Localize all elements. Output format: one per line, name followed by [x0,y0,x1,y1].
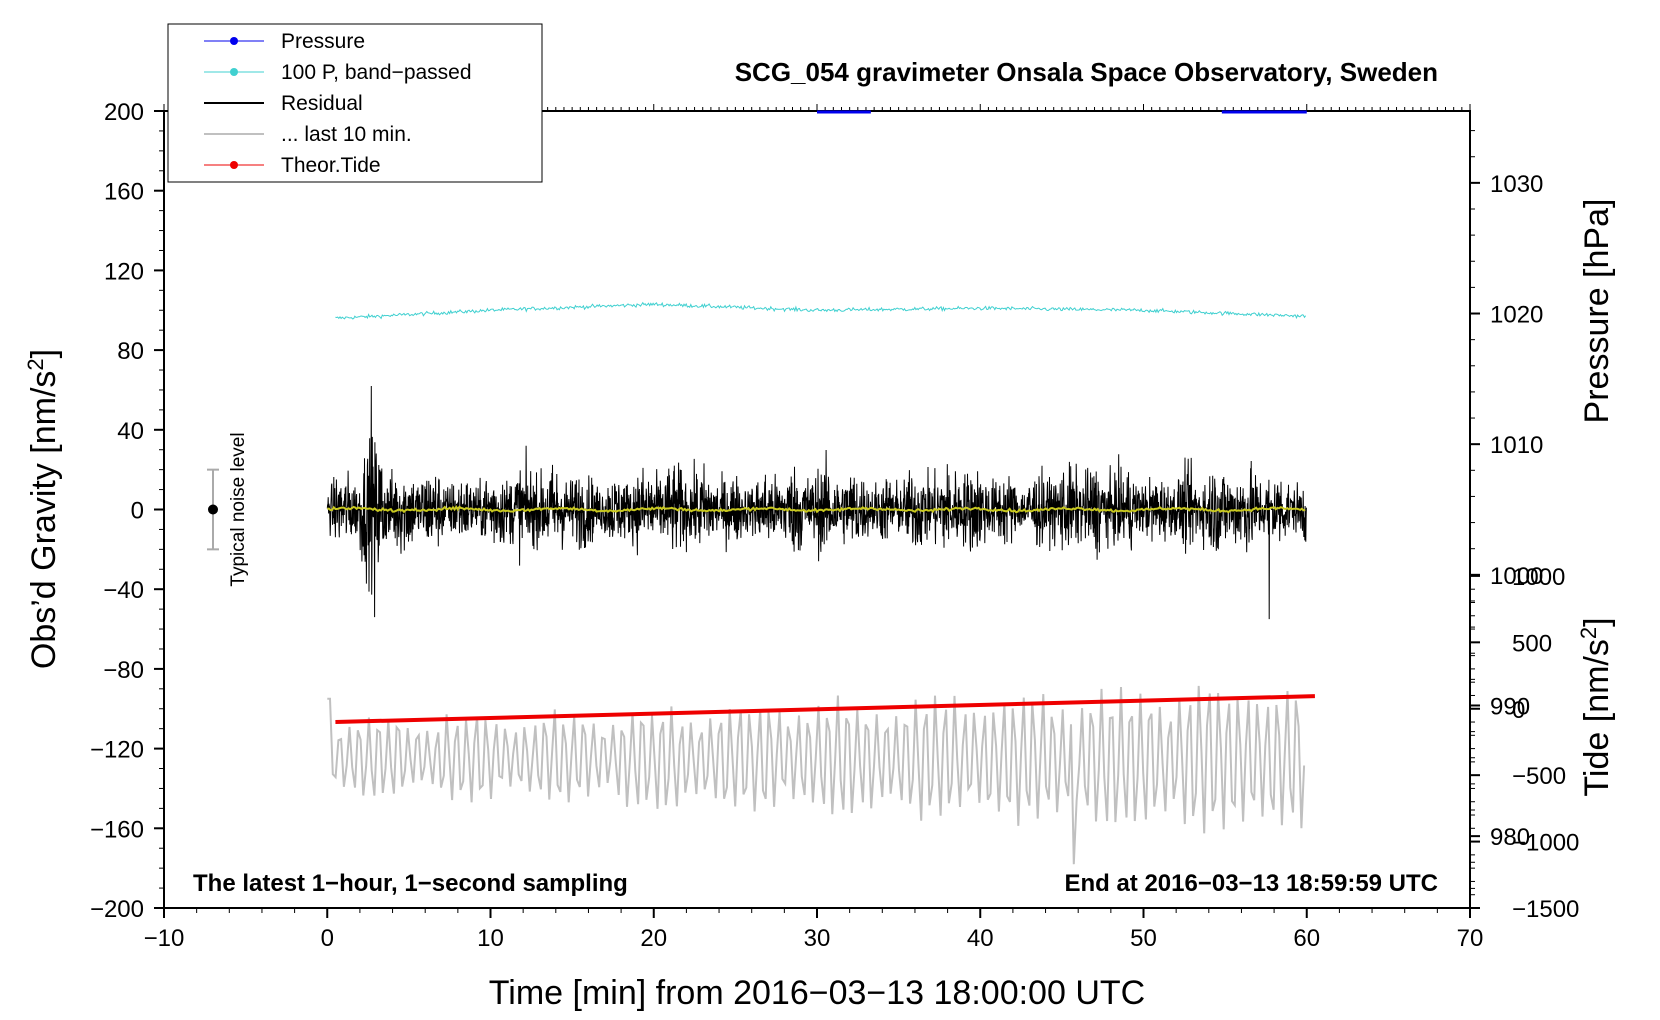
x-tick-label-8: 70 [1457,925,1484,952]
chart-title: SCG_054 gravimeter Onsala Space Observat… [735,57,1438,87]
series-layer [326,110,1315,865]
tide-tick-label-4: −1000 [1512,830,1579,857]
y-axis-label-tide-end: ] [1578,617,1616,626]
x-tick-label-7: 60 [1293,925,1320,952]
pressure-tick-label-2: 1010 [1490,432,1543,459]
y-axis-label-left-end: ] [25,349,63,358]
y-axis-label-tide: Tide [nm/s2] [1576,617,1616,796]
x-tick-label-0: −10 [144,925,185,952]
y-tick-label-10: −200 [90,896,144,923]
legend-marker-4 [230,161,238,169]
y-tick-label-1: 160 [104,179,144,206]
y-axis-label-left-text: Obs’d Gravity [nm/s [25,371,63,670]
legend-marker-0 [230,37,238,45]
y-axis-label-pressure: Pressure [hPa] [1578,199,1616,424]
y-axis-label-left: Obs’d Gravity [nm/s2] [23,349,63,669]
y-axis-label-tide-sup: 2 [1576,627,1601,639]
residual-smoothed-line [327,504,1306,514]
noise-level-dot [208,504,218,515]
y-tick-label-7: −80 [103,657,144,684]
y-tick-label-0: 200 [104,99,144,126]
y-tick-label-6: −40 [103,577,144,604]
y-axis-left: 200 160 120 80 40 0 −40 −80 −120 −160 −200 [90,99,164,923]
x-axis-label: Time [min] from 2016−03−13 18:00:00 UTC [489,974,1145,1012]
y-tick-label-5: 0 [131,498,144,525]
annotation-left: The latest 1−hour, 1−second sampling [193,870,628,897]
legend-label-3: ... last 10 min. [281,123,412,146]
legend: Pressure 100 P, band−passed Residual ... la… [167,23,543,183]
x-tick-label-3: 20 [640,925,667,952]
y-tick-label-3: 80 [117,338,144,365]
legend-label-1: 100 P, band−passed [281,61,472,84]
legend-label-2: Residual [281,92,363,115]
pressure-tick-label-0: 1030 [1490,171,1543,198]
x-tick-label-1: 0 [321,925,334,952]
annotation-right: End at 2016−03−13 18:59:59 UTC [1064,870,1438,897]
legend-marker-1 [230,68,238,76]
x-tick-label-2: 10 [477,925,504,952]
band-passed-pressure-line [335,301,1307,320]
y-tick-label-8: −120 [90,737,144,764]
theoretical-tide-line [335,694,1315,725]
y-tick-label-2: 120 [104,258,144,285]
pressure-tick-label-5: 980 [1490,824,1530,851]
y-axis-label-tide-text: Tide [nm/s [1578,639,1616,796]
residual-line [326,385,1307,620]
tide-tick-label-1: 500 [1512,630,1552,657]
y-axis-right-tide: 1000 500 0 −500 −1000 −1500 [1470,564,1579,923]
x-tick-label-6: 50 [1130,925,1157,952]
tide-tick-label-5: −1500 [1512,896,1579,923]
x-tick-label-5: 40 [967,925,994,952]
y-tick-label-4: 40 [117,418,144,445]
noise-level-indicator: Typical noise level [207,432,249,587]
y-axis-label-left-sup: 2 [23,358,48,370]
x-axis: −10 0 10 20 30 40 50 60 70 [144,908,1484,952]
pressure-tick-label-3: 1000 [1490,563,1543,590]
legend-label-4: Theor.Tide [281,154,381,177]
y-tick-label-9: −160 [90,816,144,843]
tide-tick-label-3: −500 [1512,763,1566,790]
noise-level-label: Typical noise level [228,432,249,586]
tide-tick-label-0: 1000 [1512,564,1565,591]
x-tick-label-4: 30 [804,925,831,952]
last-10-min-line [327,685,1306,865]
pressure-tick-label-4: 990 [1490,693,1530,720]
pressure-tick-label-1: 1020 [1490,302,1543,329]
legend-label-0: Pressure [281,30,365,53]
tide-tick-label-2: 0 [1512,697,1525,724]
y-axis-right-pressure: 1030 1020 1010 1000 990 980 [1470,130,1543,889]
